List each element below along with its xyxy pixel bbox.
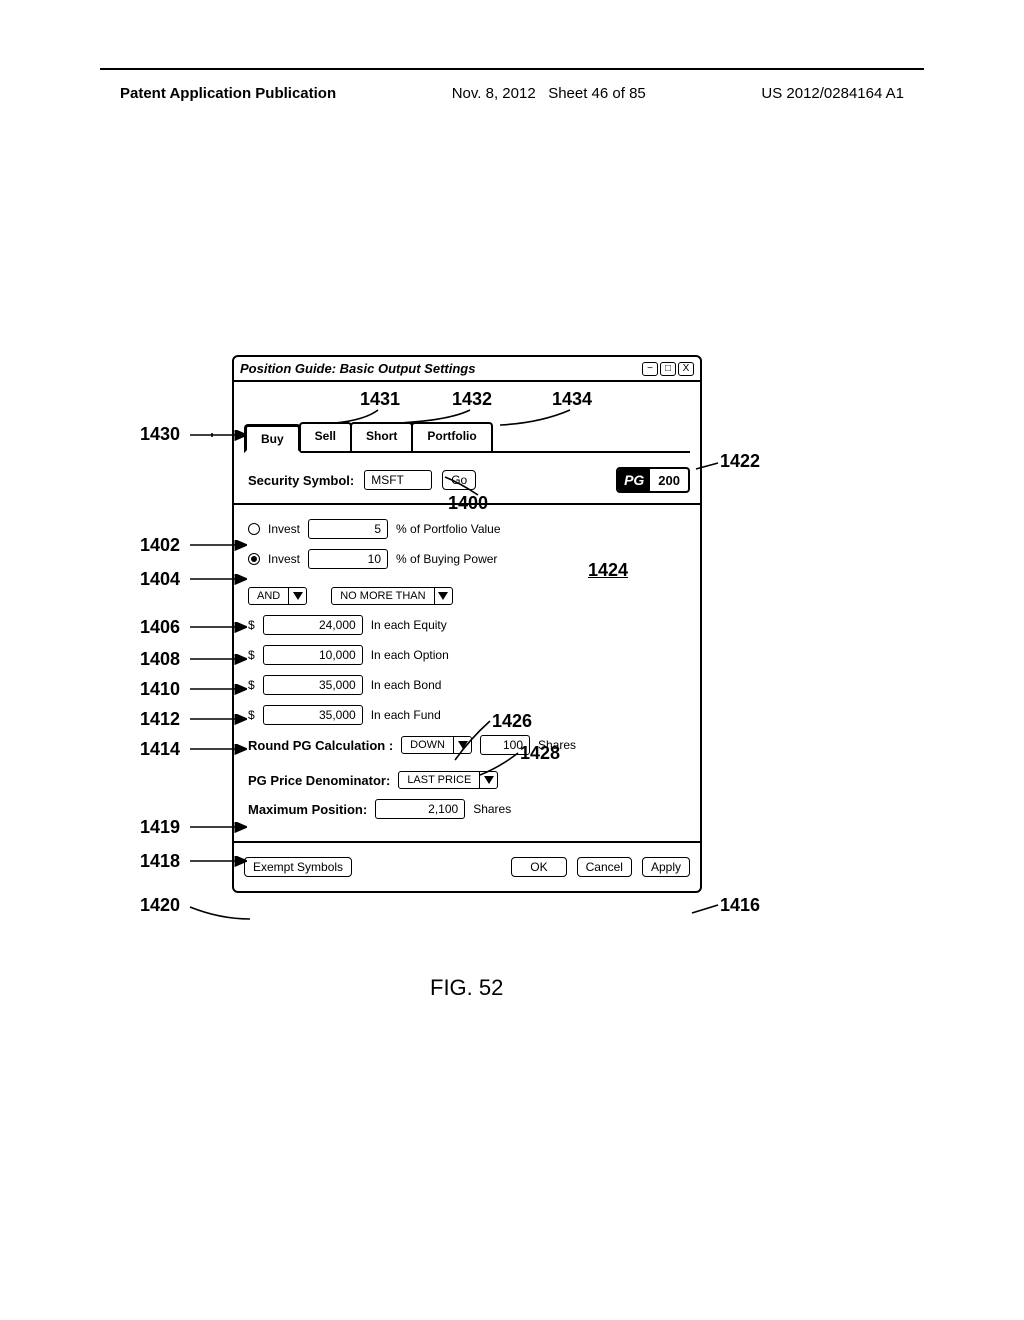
publication-label: Patent Application Publication [120,85,336,102]
publication-number: US 2012/0284164 A1 [761,85,904,102]
date-sheet: Nov. 8, 2012 Sheet 46 of 85 [452,85,646,102]
page-header: Patent Application Publication Nov. 8, 2… [0,85,1024,102]
figure-label: FIG. 52 [430,975,503,1001]
leader-lines [140,355,880,995]
